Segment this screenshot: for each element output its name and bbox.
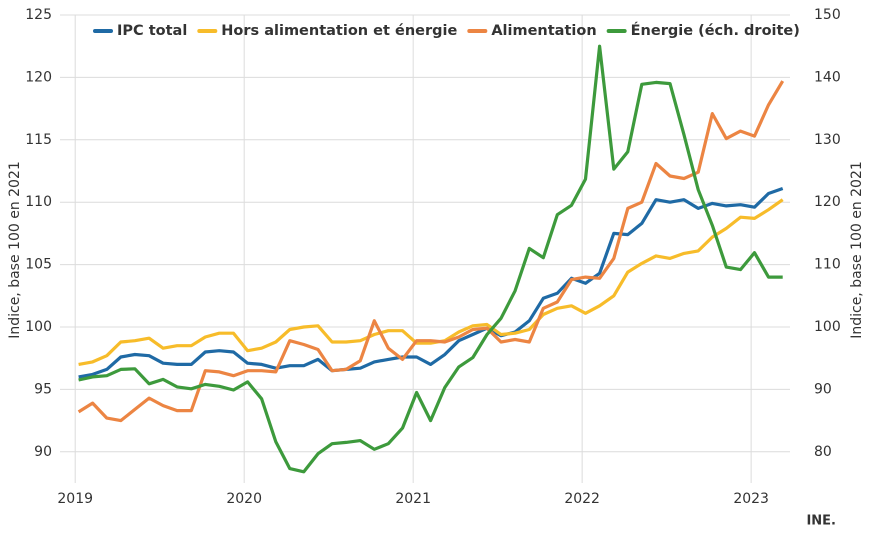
- legend-label: Hors alimentation et énergie: [221, 23, 457, 39]
- x-tick-label: 2020: [226, 491, 262, 507]
- series-line: [78, 198, 784, 366]
- y-axis-title: Indice, base 100 en 2021: [7, 161, 23, 339]
- y2-tick-label: 130: [814, 132, 841, 148]
- y-tick-label: 90: [34, 444, 52, 460]
- y2-tick-label: 120: [814, 194, 841, 210]
- y-tick-label: 105: [25, 257, 52, 273]
- source: INE.: [806, 514, 836, 529]
- y-tick-label: 125: [25, 7, 52, 23]
- x-tick-label: 2022: [564, 491, 600, 507]
- y2-tick-label: 150: [814, 7, 841, 23]
- y-tick-label: 120: [25, 69, 52, 85]
- y2-tick-label: 110: [814, 257, 841, 273]
- x-tick-label: 2023: [733, 491, 769, 507]
- legend-label: Énergie (éch. droite): [631, 22, 800, 39]
- y-tick-label: 115: [25, 132, 52, 148]
- series-line: [77, 80, 785, 423]
- y2-tick-label: 100: [814, 319, 841, 335]
- y2-tick-label: 90: [814, 381, 832, 397]
- y2-tick-label: 140: [814, 69, 841, 85]
- legend-label: IPC total: [117, 23, 187, 39]
- y-tick-label: 110: [25, 194, 52, 210]
- y-tick-label: 95: [34, 381, 52, 397]
- y-tick-label: 100: [25, 319, 52, 335]
- x-tick-label: 2019: [57, 491, 93, 507]
- series-line: [78, 44, 783, 474]
- series-line: [78, 186, 784, 379]
- x-tick-label: 2021: [395, 491, 431, 507]
- legend-label: Alimentation: [491, 23, 596, 39]
- y2-tick-label: 80: [814, 444, 832, 460]
- y2-axis-title: Indice, base 100 en 2021: [849, 161, 865, 339]
